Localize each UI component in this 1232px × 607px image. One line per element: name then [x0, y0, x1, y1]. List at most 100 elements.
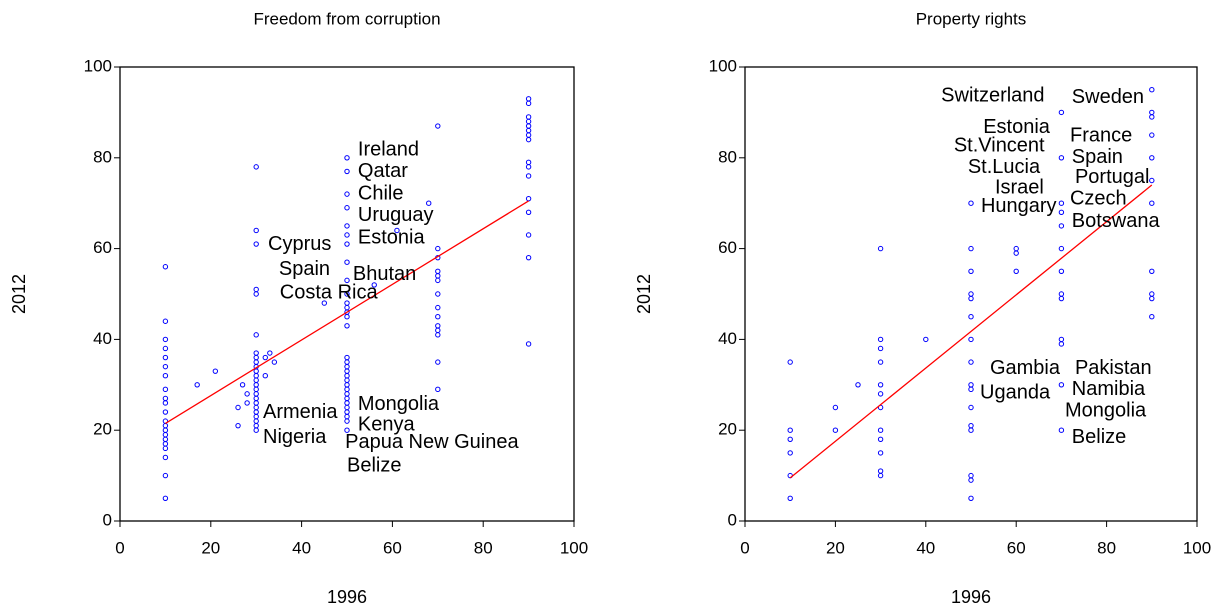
point — [344, 304, 350, 311]
point — [253, 422, 259, 429]
point — [435, 327, 441, 334]
point — [1058, 427, 1065, 433]
point — [267, 350, 273, 356]
point — [435, 323, 441, 329]
point — [877, 468, 884, 474]
point — [525, 209, 532, 215]
point — [1058, 268, 1065, 274]
point — [1058, 155, 1065, 161]
point — [1149, 200, 1155, 206]
point — [877, 427, 884, 433]
annotation: Namibia — [1072, 378, 1146, 400]
point — [435, 273, 441, 279]
point — [344, 155, 350, 161]
point — [344, 418, 350, 424]
point — [1013, 245, 1019, 252]
point — [371, 282, 377, 288]
point — [1149, 132, 1155, 138]
x-tick-label: 80 — [1097, 538, 1116, 557]
y-tick-label: 100 — [84, 56, 112, 75]
y-tick-label: 80 — [718, 147, 737, 166]
x-tick-label: 100 — [1183, 538, 1211, 557]
y-tick-label: 0 — [103, 510, 112, 529]
annotation: Nigeria — [263, 426, 327, 448]
point — [253, 418, 259, 424]
point — [253, 227, 259, 234]
point — [1058, 209, 1065, 215]
point — [253, 368, 259, 374]
annotation: Armenia — [263, 401, 338, 423]
point — [212, 368, 219, 374]
point — [162, 345, 169, 352]
point — [968, 268, 974, 274]
point — [435, 386, 441, 393]
annotation: Belize — [347, 454, 401, 476]
point — [525, 195, 532, 202]
point — [968, 477, 974, 483]
point — [253, 413, 259, 420]
point — [253, 377, 259, 383]
point — [253, 404, 259, 411]
annotation: Portugal — [1075, 166, 1150, 188]
point — [344, 314, 350, 320]
point — [525, 159, 532, 166]
annotation: Sweden — [1072, 86, 1144, 108]
point — [262, 373, 268, 379]
point — [787, 359, 793, 365]
point — [162, 318, 169, 324]
y-tick-label: 60 — [718, 238, 737, 257]
point — [394, 227, 400, 234]
point — [344, 232, 350, 238]
point — [968, 291, 974, 297]
annotation: Botswana — [1072, 210, 1161, 232]
point — [344, 191, 350, 197]
x-tick-label: 40 — [292, 538, 311, 557]
point — [344, 400, 350, 406]
point — [344, 168, 350, 175]
point — [162, 409, 169, 415]
chart-title: Freedom from corruption — [253, 9, 440, 28]
point — [344, 205, 350, 211]
y-tick-label: 20 — [93, 420, 112, 439]
annotation: Hungary — [981, 195, 1057, 217]
point — [968, 422, 974, 429]
plot-frame — [744, 66, 1198, 522]
point — [344, 395, 350, 402]
point — [344, 259, 350, 265]
y-tick-label: 40 — [718, 329, 737, 348]
y-tick-label: 40 — [93, 329, 112, 348]
y-tick-label: 60 — [93, 238, 112, 257]
point — [1149, 295, 1155, 302]
y-tick-label: 0 — [728, 510, 737, 529]
annotation: Kenya — [358, 413, 416, 435]
point — [968, 427, 974, 433]
point — [787, 495, 793, 501]
point — [525, 127, 532, 134]
point — [253, 164, 259, 170]
x-tick-label: 20 — [826, 538, 845, 557]
point — [1149, 314, 1155, 320]
point — [1149, 87, 1155, 93]
plot: Freedom from corruption 1996 2012 0 20 40 60 80… — [9, 9, 588, 606]
annotation: Mongolia — [1065, 399, 1147, 421]
point — [877, 436, 884, 442]
annotation: Spain — [1072, 146, 1123, 168]
point — [344, 354, 350, 361]
point — [877, 450, 884, 456]
point — [968, 359, 974, 365]
point — [1149, 155, 1155, 161]
point — [525, 123, 532, 129]
point — [162, 427, 169, 433]
point — [1058, 295, 1065, 302]
point — [435, 277, 441, 284]
point — [877, 472, 884, 479]
point — [525, 173, 532, 179]
y-tick-label: 100 — [709, 56, 737, 75]
point — [877, 382, 884, 388]
point — [787, 436, 793, 442]
x-axis-label: 1996 — [951, 587, 991, 607]
annotation: Qatar — [358, 160, 408, 182]
point — [253, 386, 259, 393]
point — [525, 114, 532, 120]
point — [877, 245, 884, 252]
